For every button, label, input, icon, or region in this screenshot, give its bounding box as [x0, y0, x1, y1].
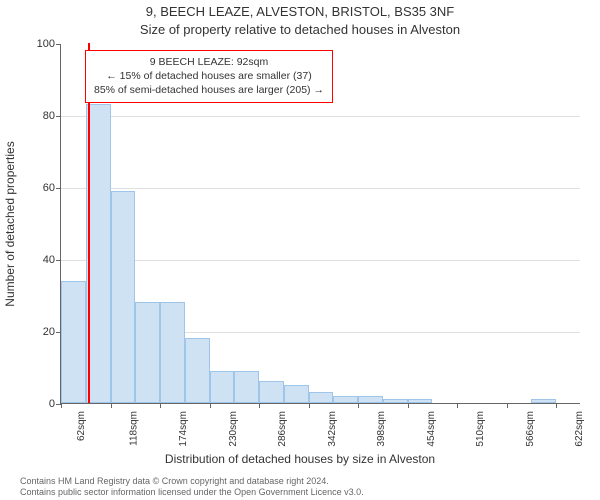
copyright-footer: Contains HM Land Registry data © Crown c…	[20, 476, 364, 499]
histogram-bar	[61, 281, 86, 403]
histogram-bar	[135, 302, 160, 403]
annotation-callout: 9 BEECH LEAZE: 92sqm ← 15% of detached h…	[85, 50, 333, 103]
y-tick-mark	[56, 188, 61, 189]
x-tick-mark	[408, 403, 409, 408]
chart-subtitle: Size of property relative to detached ho…	[0, 22, 600, 37]
x-tick-mark	[309, 403, 310, 408]
histogram-bar	[210, 371, 235, 403]
gridline	[61, 260, 580, 261]
footer-line1: Contains HM Land Registry data © Crown c…	[20, 476, 364, 487]
y-tick-label: 20	[25, 326, 55, 338]
x-tick-label: 174sqm	[178, 411, 189, 447]
y-tick-mark	[56, 44, 61, 45]
x-tick-label: 622sqm	[574, 411, 585, 447]
y-tick-mark	[56, 260, 61, 261]
annotation-line1: 9 BEECH LEAZE: 92sqm	[94, 55, 324, 69]
y-tick-mark	[56, 116, 61, 117]
x-tick-label: 230sqm	[227, 411, 238, 447]
histogram-bar	[408, 399, 433, 403]
gridline	[61, 116, 580, 117]
x-tick-label: 566sqm	[524, 411, 535, 447]
histogram-bar	[234, 371, 259, 403]
x-tick-mark	[556, 403, 557, 408]
histogram-plot: 02040608010062sqm118sqm174sqm230sqm286sq…	[60, 44, 580, 404]
y-tick-label: 0	[25, 398, 55, 410]
histogram-bar	[111, 191, 136, 403]
histogram-bar	[531, 399, 556, 403]
x-tick-mark	[507, 403, 508, 408]
footer-line2: Contains public sector information licen…	[20, 487, 364, 498]
annotation-line3: 85% of semi-detached houses are larger (…	[94, 83, 324, 97]
histogram-bar	[160, 302, 185, 403]
x-tick-label: 62sqm	[76, 411, 87, 441]
y-tick-label: 60	[25, 182, 55, 194]
x-tick-label: 342sqm	[326, 411, 337, 447]
x-axis-label: Distribution of detached houses by size …	[0, 452, 600, 466]
x-tick-mark	[160, 403, 161, 408]
x-tick-label: 454sqm	[425, 411, 436, 447]
y-axis-label: Number of detached properties	[3, 141, 17, 306]
annotation-line2: ← 15% of detached houses are smaller (37…	[94, 69, 324, 83]
x-tick-mark	[210, 403, 211, 408]
histogram-bar	[383, 399, 408, 403]
x-tick-label: 118sqm	[128, 411, 139, 446]
x-tick-mark	[259, 403, 260, 408]
x-tick-mark	[358, 403, 359, 408]
y-tick-label: 40	[25, 254, 55, 266]
x-tick-mark	[457, 403, 458, 408]
y-tick-label: 80	[25, 110, 55, 122]
x-tick-mark	[61, 403, 62, 408]
gridline	[61, 188, 580, 189]
histogram-bar	[333, 396, 358, 403]
y-tick-label: 100	[25, 38, 55, 50]
histogram-bar	[358, 396, 383, 403]
x-tick-mark	[111, 403, 112, 408]
x-tick-label: 286sqm	[277, 411, 288, 447]
histogram-bar	[284, 385, 309, 403]
histogram-bar	[185, 338, 210, 403]
x-tick-label: 510sqm	[475, 411, 486, 447]
histogram-bar	[309, 392, 334, 403]
histogram-bar	[259, 381, 284, 403]
page-title: 9, BEECH LEAZE, ALVESTON, BRISTOL, BS35 …	[0, 4, 600, 19]
x-tick-label: 398sqm	[376, 411, 387, 447]
